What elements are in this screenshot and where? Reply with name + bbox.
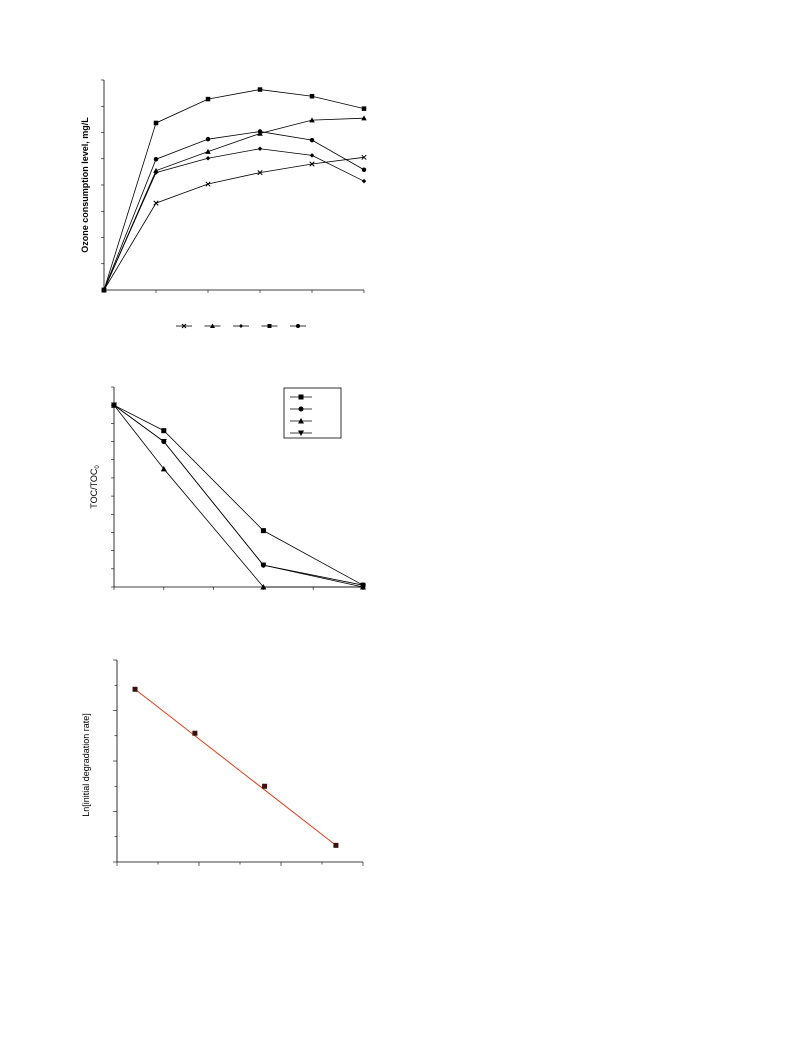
chart2-legend-marker-triangle — [298, 418, 304, 424]
chart1-legend-marker-diamond — [239, 324, 243, 328]
chart2-data-point — [360, 584, 366, 590]
chart1-data-point — [101, 287, 107, 293]
chart1-axes — [101, 79, 365, 293]
chart1-data-point — [309, 117, 315, 123]
chart2-data-point — [260, 528, 266, 534]
chart1-series-line-circle — [103, 131, 365, 291]
chart2-legend-marker-square — [298, 394, 304, 400]
chart1-data-point — [205, 181, 211, 187]
chart1-data-point — [153, 170, 159, 175]
chart2-y-axis-label-main: TOC/TOC — [89, 468, 99, 509]
chart2-legend-marker-circle — [298, 406, 304, 412]
chart1-series — [101, 87, 367, 293]
chart1-data-point — [205, 156, 211, 161]
chart1-data-point — [257, 169, 263, 176]
chart1-data-point — [309, 137, 315, 143]
degradation-rate-chart: Ln[initial degradation rate] — [81, 659, 364, 866]
chart1-legend-marker-square — [267, 324, 272, 328]
chart2-data-point — [111, 402, 117, 409]
chart3-data-point — [333, 842, 339, 848]
chart1-legend-marker-cross — [181, 323, 187, 329]
chart1-data-point — [153, 120, 159, 126]
chart1-data-point — [309, 153, 315, 158]
chart2-data-point — [260, 562, 267, 569]
chart1-data-point — [205, 136, 211, 142]
chart1-series-line-square — [103, 89, 365, 291]
chart2-legend-box — [283, 387, 342, 439]
chart1-data-point — [361, 178, 367, 184]
chart1-data-point — [205, 148, 211, 154]
chart2-data-point — [160, 439, 167, 445]
chart1-y-axis-label: Ozone consumption level, mg/L — [80, 117, 90, 253]
chart2-data-point — [160, 465, 167, 472]
chart3-data-point — [132, 686, 138, 692]
chart2-legend — [283, 387, 342, 439]
chart3-series — [132, 686, 339, 848]
chart3-axes — [113, 659, 364, 866]
chart2-data-point — [161, 428, 167, 434]
chart3-fit-line — [134, 688, 337, 846]
chart3-data-point — [262, 783, 268, 789]
chart1-data-point — [361, 167, 367, 172]
chart2-data-point — [260, 584, 267, 590]
chart1-legend-marker-triangle — [210, 323, 215, 328]
chart1-data-point — [205, 96, 211, 102]
chart1-series-line-diamond — [103, 148, 365, 291]
chart1-legend — [176, 323, 306, 329]
chart1-series-line-triangle — [103, 117, 365, 291]
chart1-data-point — [257, 146, 263, 151]
chart3-y-axis-label: Ln[initial degradation rate] — [81, 713, 91, 817]
chart1-data-point — [309, 161, 315, 167]
chart2-y-axis-label-sub: 0 — [95, 465, 101, 469]
chart3-data-point — [192, 730, 198, 736]
chart2-y-axis-label: TOC/TOC0 — [89, 465, 101, 509]
chart1-data-point — [361, 115, 367, 121]
chart1-legend-marker-circle — [296, 324, 300, 328]
chart2-series-line-square — [113, 404, 364, 586]
chart2-series — [111, 402, 366, 590]
chart2-legend-marker-down-triangle — [298, 430, 304, 436]
chart1-data-point — [153, 156, 159, 162]
ozone-consumption-chart: Ozone consumption level, mg/L — [80, 79, 367, 329]
chart1-data-point — [361, 154, 367, 160]
toc-ratio-chart: TOC/TOC0 — [89, 386, 366, 590]
chart1-series-line-cross — [103, 156, 365, 291]
chart2-series-line-triangle — [113, 404, 363, 588]
chart1-data-point — [257, 129, 263, 134]
chart1-data-point — [361, 106, 367, 111]
chart2-series-line-down-triangle — [113, 404, 364, 588]
chart1-data-point — [153, 200, 159, 206]
chart1-data-point — [309, 93, 315, 99]
chart1-data-point — [257, 87, 263, 92]
